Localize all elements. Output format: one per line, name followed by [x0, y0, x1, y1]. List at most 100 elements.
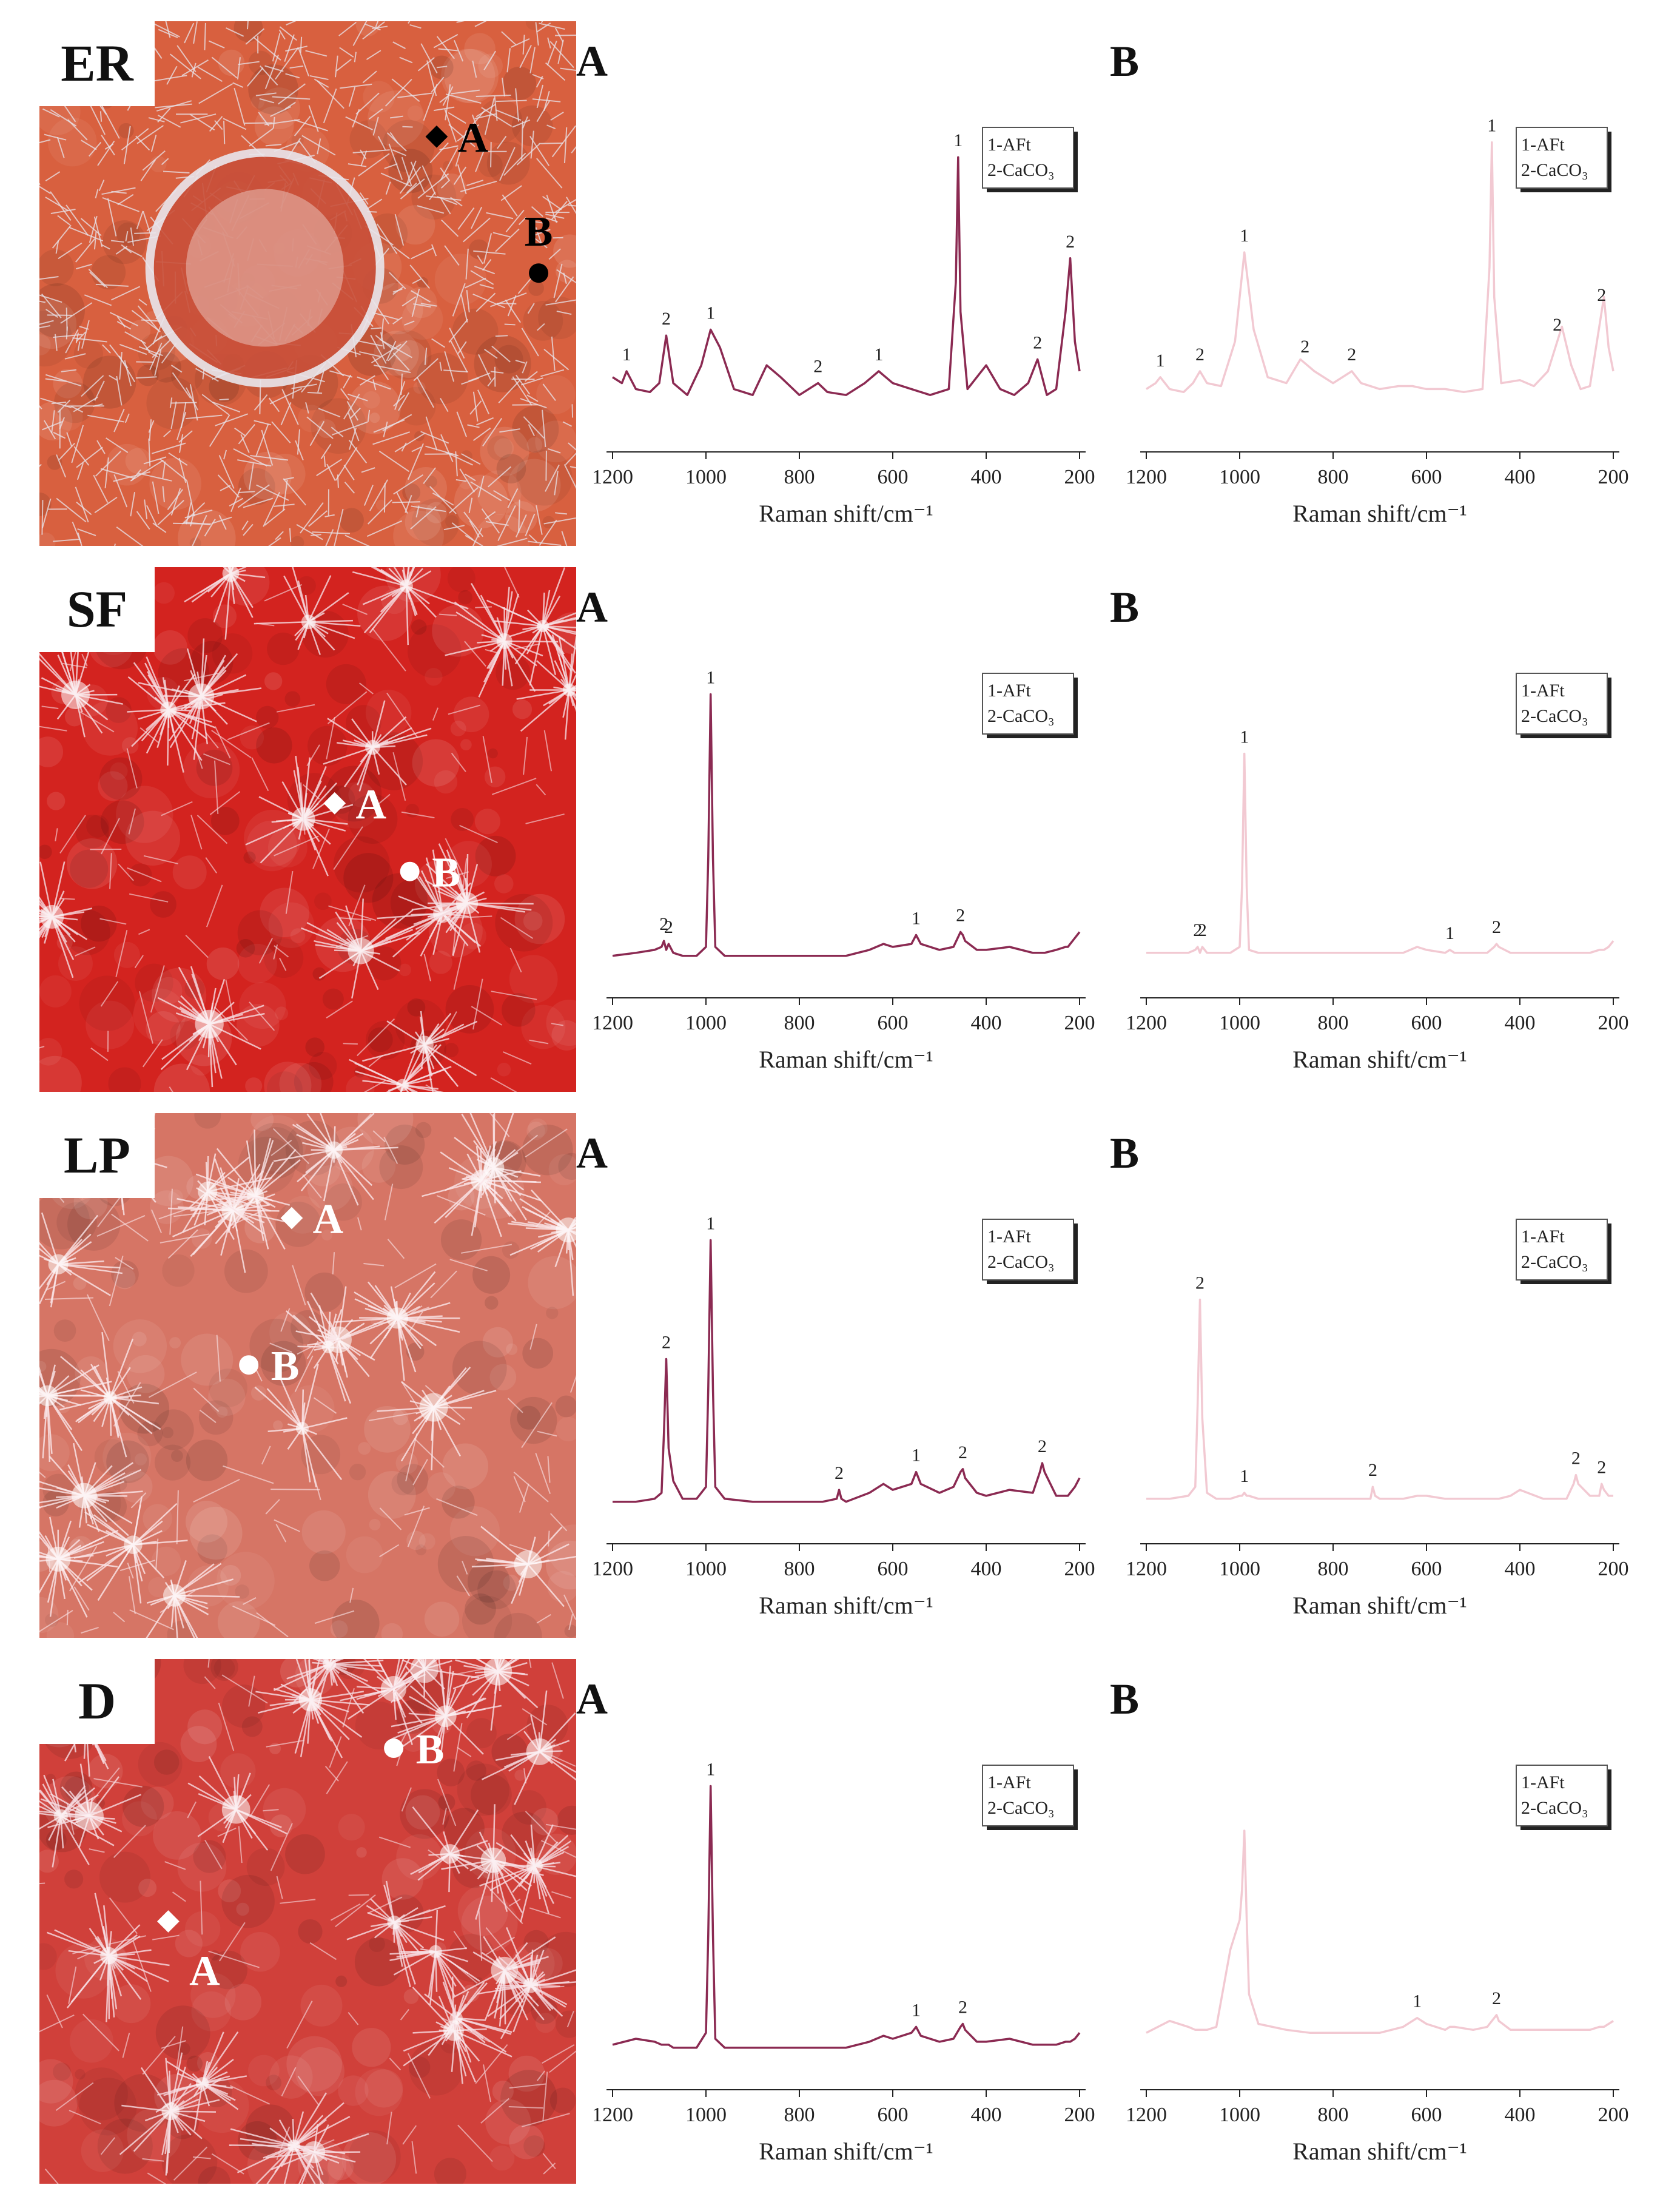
legend-entry: 2-CaCO₃ — [1521, 706, 1588, 726]
texture — [312, 968, 326, 981]
x-tick-label: 600 — [1411, 1012, 1442, 1034]
texture — [73, 1277, 87, 1290]
legend-entry: 1-AFt — [1521, 1227, 1565, 1247]
photo-label: ER — [61, 34, 133, 92]
x-tick-label: 600 — [878, 2104, 909, 2126]
texture — [349, 1464, 366, 1480]
texture — [448, 564, 475, 592]
texture — [169, 1337, 181, 1348]
texture — [434, 770, 458, 794]
texture — [138, 1742, 183, 1786]
crystal-core — [526, 1738, 553, 1765]
texture — [248, 2055, 280, 2087]
spectrum-line — [613, 157, 1080, 395]
texture — [425, 1602, 459, 1637]
texture — [526, 14, 542, 30]
crystal-core — [54, 1809, 68, 1823]
texture — [512, 699, 532, 719]
texture — [393, 1410, 409, 1425]
point-label: A — [458, 115, 489, 161]
needle — [31, 175, 40, 184]
peak-label: 1 — [1240, 226, 1249, 246]
needle — [220, 399, 229, 400]
texture — [186, 1501, 227, 1543]
texture — [243, 851, 255, 863]
peak-label: 2 — [958, 1998, 967, 2018]
crystal-core — [37, 1385, 58, 1406]
texture — [492, 2081, 514, 2102]
texture — [171, 1450, 183, 1462]
x-tick-label: 1000 — [1219, 1558, 1260, 1580]
texture — [369, 412, 380, 423]
texture — [417, 277, 429, 289]
peak-label: 2 — [958, 1442, 967, 1462]
needle — [59, 898, 75, 899]
x-axis-label: Raman shift/cm⁻¹ — [759, 1046, 933, 1073]
crystal-core — [388, 1916, 402, 1930]
texture — [379, 1145, 423, 1189]
crystal-core — [124, 1535, 143, 1554]
texture — [435, 254, 486, 305]
texture — [187, 1709, 222, 1744]
needle — [511, 379, 534, 380]
texture — [102, 220, 146, 264]
needle — [505, 641, 558, 642]
texture — [366, 690, 412, 736]
texture — [70, 2019, 113, 2063]
texture — [444, 1043, 459, 1057]
point-label: A — [313, 1196, 344, 1243]
x-tick-label: 800 — [1318, 2104, 1349, 2126]
texture — [356, 1847, 366, 1857]
x-tick-label: 600 — [878, 1012, 909, 1034]
x-tick-label: 400 — [971, 1558, 1002, 1580]
texture — [528, 1256, 580, 1309]
texture — [221, 1875, 275, 1928]
peak-label: 1 — [912, 1446, 921, 1466]
legend-entry: 1-AFt — [987, 135, 1031, 155]
legend-entry: 2-CaCO₃ — [1521, 160, 1588, 180]
crystal-core — [287, 2139, 300, 2152]
texture — [565, 1624, 577, 1637]
x-tick-label: 200 — [1598, 1012, 1629, 1034]
texture — [112, 1984, 150, 2023]
texture — [332, 1600, 379, 1647]
texture — [173, 855, 207, 889]
point-marker — [239, 1355, 258, 1375]
texture — [365, 2069, 403, 2107]
chart-title: A — [576, 37, 608, 86]
crystal-core — [483, 1157, 504, 1178]
chart-title: B — [1110, 1129, 1139, 1177]
x-tick-label: 600 — [1411, 466, 1442, 488]
texture — [497, 454, 526, 483]
x-tick-label: 400 — [1505, 1012, 1536, 1034]
x-tick-label: 1000 — [685, 1012, 727, 1034]
texture — [536, 375, 575, 414]
legend-entry: 1-AFt — [987, 1227, 1031, 1247]
texture — [335, 1976, 347, 1987]
texture — [138, 1879, 156, 1897]
texture — [38, 844, 52, 859]
peak-label: 1 — [1240, 1466, 1249, 1486]
texture — [407, 998, 425, 1017]
texture — [263, 1788, 306, 1831]
point-marker — [400, 862, 420, 881]
texture — [285, 1834, 325, 1874]
texture — [27, 493, 51, 516]
x-axis-label: Raman shift/cm⁻¹ — [759, 500, 933, 527]
crystal-core — [223, 565, 240, 582]
legend-entry: 2-CaCO₃ — [987, 1798, 1054, 1818]
crystal-core — [396, 1079, 408, 1091]
x-tick-label: 600 — [1411, 2104, 1442, 2126]
texture — [47, 792, 65, 810]
crystal-core — [299, 1688, 322, 1711]
peak-label: 2 — [813, 357, 822, 377]
photo-label: SF — [67, 580, 127, 638]
peak-label: 2 — [662, 309, 671, 329]
texture — [396, 1452, 418, 1474]
chart-title: A — [576, 583, 608, 631]
x-tick-label: 1200 — [1126, 466, 1167, 488]
x-tick-label: 600 — [1411, 1558, 1442, 1580]
peak-label: 2 — [1368, 1460, 1377, 1480]
texture — [129, 863, 152, 886]
texture — [178, 510, 236, 568]
